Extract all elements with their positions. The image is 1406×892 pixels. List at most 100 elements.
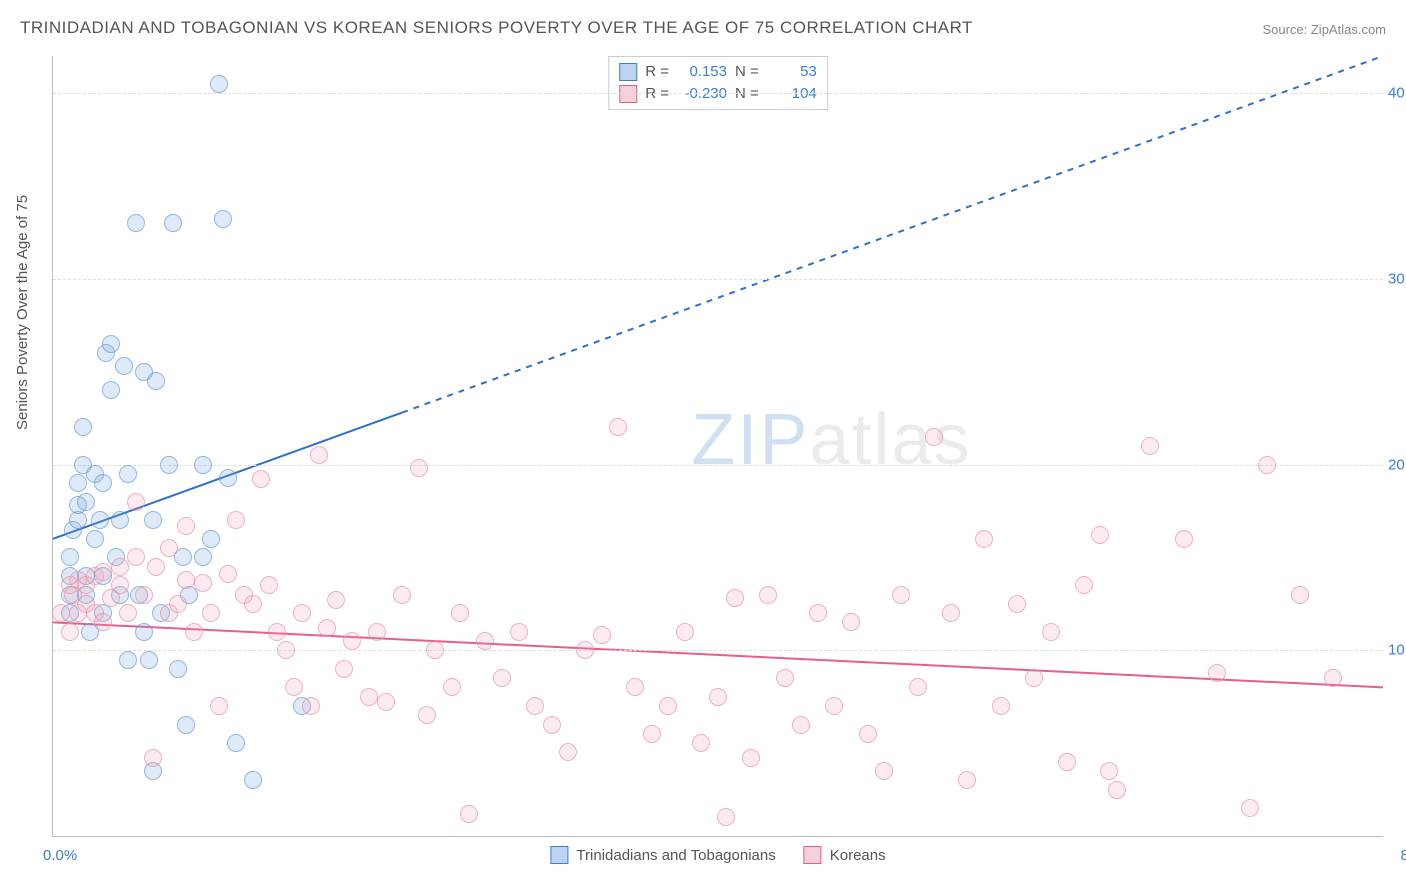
data-point [1108, 781, 1126, 799]
data-point [510, 623, 528, 641]
legend-label-b: Koreans [830, 847, 886, 864]
data-point [160, 539, 178, 557]
data-point [185, 623, 203, 641]
data-point [127, 493, 145, 511]
trend-line-dashed [402, 56, 1383, 413]
data-point [676, 623, 694, 641]
data-point [726, 589, 744, 607]
data-point [77, 493, 95, 511]
data-point [86, 530, 104, 548]
data-point [418, 706, 436, 724]
data-point [1100, 762, 1118, 780]
data-point [74, 418, 92, 436]
data-point [260, 576, 278, 594]
stats-row-a: R = 0.153 N = 53 [619, 61, 817, 83]
data-point [160, 456, 178, 474]
data-point [219, 469, 237, 487]
data-point [1291, 586, 1309, 604]
stats-legend-box: R = 0.153 N = 53 R = -0.230 N = 104 [608, 56, 828, 110]
data-point [147, 372, 165, 390]
y-tick-label: 10.0% [1388, 642, 1406, 659]
data-point [1025, 669, 1043, 687]
data-point [177, 517, 195, 535]
data-point [343, 632, 361, 650]
data-point [227, 511, 245, 529]
data-point [559, 743, 577, 761]
data-point [285, 678, 303, 696]
data-point [318, 619, 336, 637]
data-point [268, 623, 286, 641]
data-point [892, 586, 910, 604]
data-point [140, 651, 158, 669]
watermark-zip: ZIP [691, 400, 809, 480]
data-point [169, 595, 187, 613]
x-tick-min: 0.0% [43, 847, 77, 864]
data-point [219, 565, 237, 583]
swatch-series-a [619, 63, 637, 81]
data-point [164, 214, 182, 232]
data-point [393, 586, 411, 604]
data-point [368, 623, 386, 641]
data-point [52, 604, 70, 622]
y-tick-label: 20.0% [1388, 456, 1406, 473]
x-tick-max: 80.0% [1400, 847, 1406, 864]
data-point [792, 716, 810, 734]
data-point [91, 511, 109, 529]
data-point [244, 595, 262, 613]
legend-label-a: Trinidadians and Tobagonians [576, 847, 775, 864]
data-point [61, 548, 79, 566]
data-point [277, 641, 295, 659]
data-point [1241, 799, 1259, 817]
data-point [742, 749, 760, 767]
source-label: Source: ZipAtlas.com [1262, 22, 1386, 37]
data-point [543, 716, 561, 734]
data-point [119, 651, 137, 669]
data-point [194, 456, 212, 474]
r-value-a: 0.153 [677, 61, 727, 83]
data-point [327, 591, 345, 609]
data-point [659, 697, 677, 715]
data-point [493, 669, 511, 687]
legend-item-b: Koreans [804, 846, 886, 864]
data-point [1058, 753, 1076, 771]
data-point [643, 725, 661, 743]
r-label-a: R = [645, 61, 669, 83]
data-point [1175, 530, 1193, 548]
data-point [111, 511, 129, 529]
data-point [210, 697, 228, 715]
data-point [842, 613, 860, 631]
data-point [1042, 623, 1060, 641]
legend-swatch-a [550, 846, 568, 864]
data-point [1075, 576, 1093, 594]
data-point [94, 563, 112, 581]
y-tick-label: 30.0% [1388, 270, 1406, 287]
n-value-a: 53 [767, 61, 817, 83]
data-point [244, 771, 262, 789]
gridline [53, 279, 1383, 280]
data-point [310, 446, 328, 464]
data-point [147, 558, 165, 576]
legend-item-a: Trinidadians and Tobagonians [550, 846, 775, 864]
data-point [360, 688, 378, 706]
data-point [593, 626, 611, 644]
gridline [53, 650, 1383, 651]
data-point [426, 641, 444, 659]
gridline [53, 93, 1383, 94]
data-point [443, 678, 461, 696]
data-point [135, 586, 153, 604]
chart-title: TRINIDADIAN AND TOBAGONIAN VS KOREAN SEN… [20, 18, 973, 38]
data-point [119, 604, 137, 622]
data-point [451, 604, 469, 622]
legend-swatch-b [804, 846, 822, 864]
data-point [609, 418, 627, 436]
data-point [526, 697, 544, 715]
data-point [1324, 669, 1342, 687]
trend-lines [53, 56, 1383, 836]
data-point [1258, 456, 1276, 474]
data-point [194, 548, 212, 566]
data-point [194, 574, 212, 592]
data-point [61, 623, 79, 641]
data-point [177, 571, 195, 589]
data-point [102, 381, 120, 399]
data-point [127, 214, 145, 232]
